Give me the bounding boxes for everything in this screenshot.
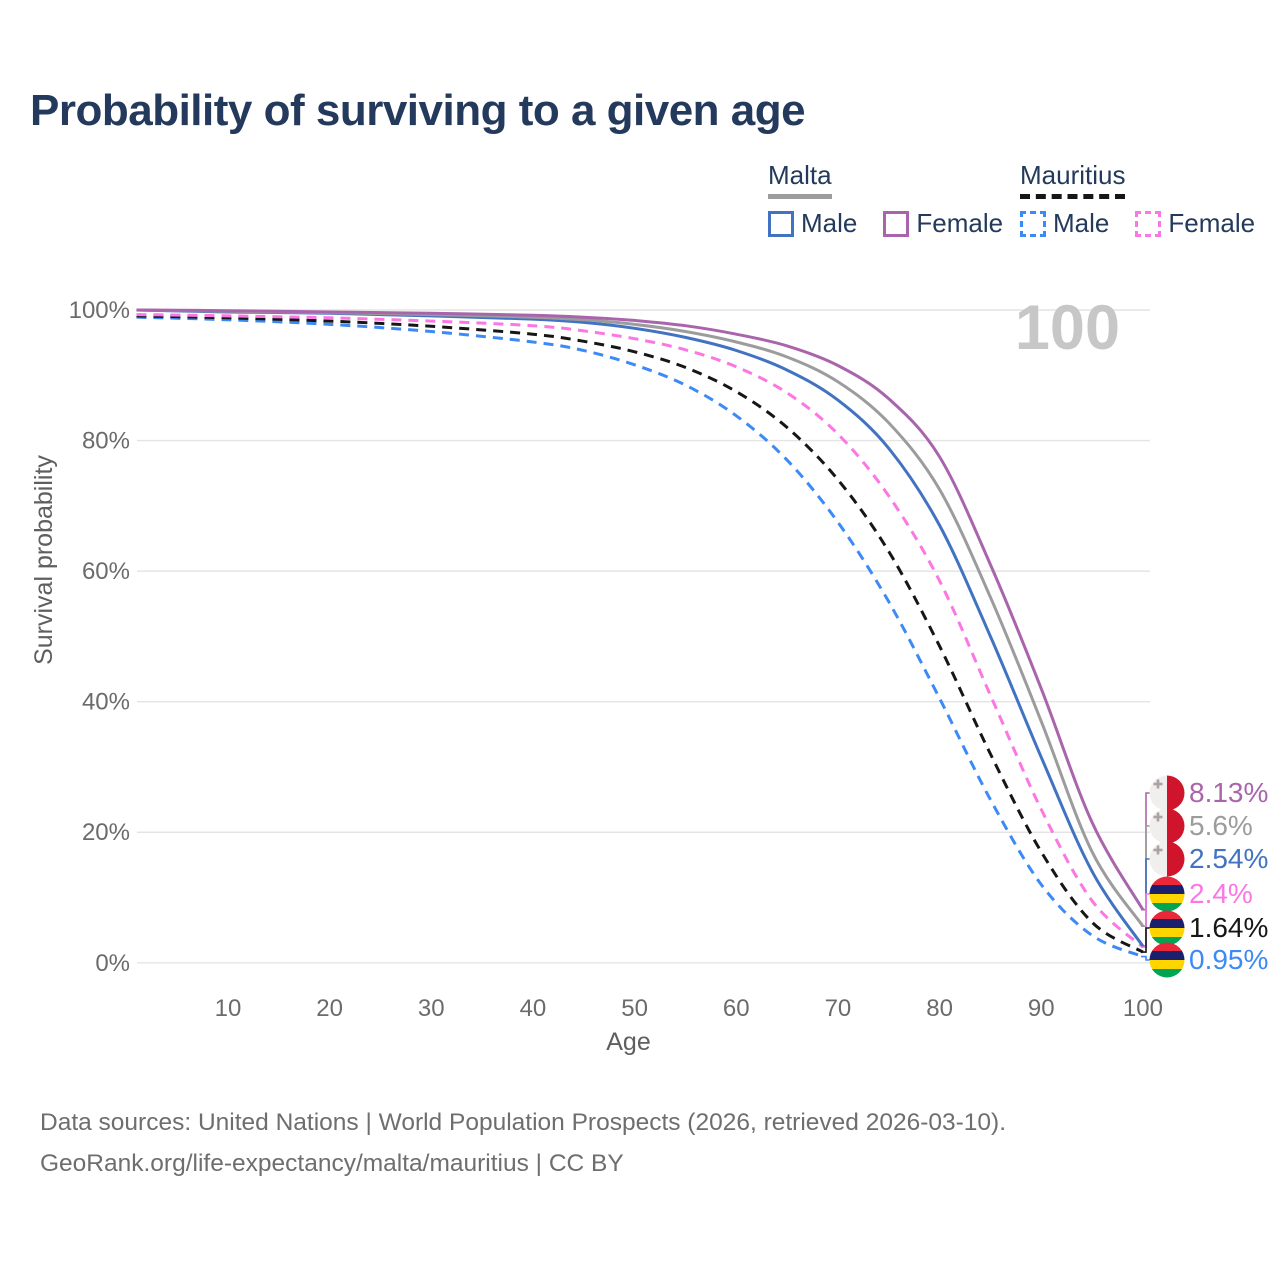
leader-line [1141, 955, 1150, 961]
legend-items-malta: Male Female [768, 208, 1029, 239]
legend-label-mauritius-female: Female [1168, 208, 1256, 238]
legend-item-malta-female[interactable]: Female [883, 208, 1003, 239]
end-label-malta-both[interactable]: 5.6% [1149, 808, 1253, 844]
legend-country-mauritius[interactable]: Mauritius [1020, 160, 1126, 199]
end-label-value: 2.54% [1189, 843, 1269, 874]
legend-items-mauritius: Male Female [1020, 208, 1280, 239]
legend-label-mauritius-male: Male [1053, 208, 1110, 238]
end-label-mauritius-both[interactable]: 1.64% [1149, 910, 1268, 946]
leader-line [1141, 893, 1150, 948]
legend-country-malta[interactable]: Malta [768, 160, 832, 199]
x-tick-label: 90 [1028, 995, 1055, 1022]
x-axis-label: Age [606, 1028, 650, 1056]
legend-item-mauritius-female[interactable]: Female [1135, 208, 1255, 239]
y-axis-label: Survival probability [30, 455, 58, 665]
x-tick-label: 60 [723, 995, 750, 1022]
y-tick-label: 20% [82, 819, 130, 846]
x-tick-label: 50 [621, 995, 648, 1022]
legend-label-malta-female: Female [916, 208, 1004, 238]
x-tick-label: 80 [926, 995, 953, 1022]
x-tick-label: 30 [418, 995, 445, 1022]
series-curve-malta-both-sexes[interactable] [136, 308, 1145, 928]
end-label-value: 5.6% [1189, 810, 1253, 841]
legend-item-mauritius-male[interactable]: Male [1020, 208, 1109, 239]
y-tick-label: 80% [82, 428, 130, 455]
series-curve-malta-female[interactable] [136, 308, 1145, 911]
y-tick-label: 0% [95, 950, 130, 977]
mauritius-male-swatch-icon [1020, 210, 1046, 237]
malta-flag-icon [1149, 841, 1185, 877]
x-tick-label: 70 [825, 995, 852, 1022]
x-tick-label: 20 [316, 995, 343, 1022]
end-label-value: 2.4% [1189, 878, 1253, 909]
mauritius-flag-icon [1149, 942, 1185, 978]
hovered-age-watermark: 100 [1014, 293, 1120, 363]
series-curve-mauritius-male[interactable] [136, 315, 1144, 958]
page-title: Probability of surviving to a given age [30, 86, 806, 135]
malta-flag-icon [1149, 808, 1185, 844]
malta-male-swatch-icon [768, 210, 794, 237]
footer-link[interactable]: GeoRank.org/life-expectancy/malta/maurit… [40, 1150, 624, 1177]
legend-item-malta-male[interactable]: Male [768, 208, 857, 239]
end-label-value: 1.64% [1189, 912, 1269, 943]
leader-line [1141, 927, 1150, 953]
footer: Data sources: United Nations | World Pop… [40, 1102, 1006, 1184]
end-label-mauritius-male[interactable]: 0.95% [1149, 942, 1268, 978]
y-tick-label: 40% [82, 689, 130, 716]
end-label-value: 8.13% [1189, 777, 1269, 808]
series-curve-mauritius-female[interactable] [136, 313, 1144, 949]
legend-group-mauritius: Mauritius Male Female [1020, 160, 1280, 239]
x-tick-label: 40 [520, 995, 547, 1022]
end-label-malta-female[interactable]: 8.13% [1149, 775, 1268, 811]
malta-female-swatch-icon [883, 210, 910, 237]
mauritius-flag-icon [1149, 910, 1185, 946]
malta-flag-icon [1149, 775, 1185, 811]
end-label-value: 0.95% [1189, 944, 1269, 975]
x-tick-label: 100 [1123, 995, 1163, 1022]
series-curve-malta-male[interactable] [136, 308, 1145, 948]
y-tick-label: 60% [82, 558, 130, 585]
end-label-mauritius-female[interactable]: 2.4% [1149, 876, 1253, 912]
series-curve-mauritius-both-sexes[interactable] [136, 314, 1144, 954]
mauritius-female-swatch-icon [1135, 210, 1162, 237]
x-tick-label: 10 [215, 995, 242, 1022]
legend-label-malta-male: Male [801, 208, 858, 238]
footer-data-sources: Data sources: United Nations | World Pop… [40, 1109, 1007, 1136]
mauritius-flag-icon [1149, 876, 1185, 912]
legend-group-malta: Malta Male Female [768, 160, 1029, 239]
end-label-malta-male[interactable]: 2.54% [1149, 841, 1268, 877]
y-tick-label: 100% [69, 297, 130, 324]
